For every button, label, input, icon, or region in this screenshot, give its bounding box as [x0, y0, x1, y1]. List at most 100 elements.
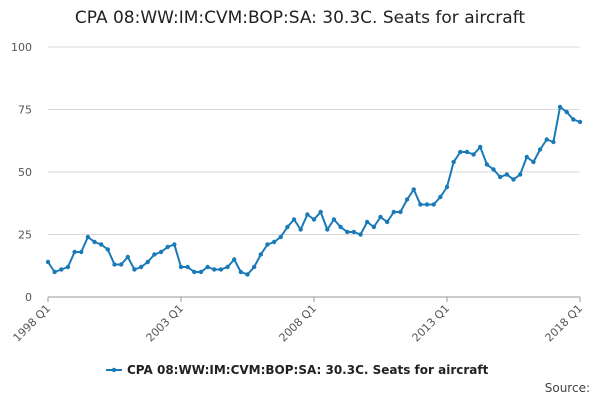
series-line	[47, 106, 581, 276]
x-tick-label: 1998 Q1	[11, 302, 54, 345]
data-point[interactable]	[504, 172, 510, 177]
data-point[interactable]	[398, 209, 403, 215]
data-point[interactable]	[218, 267, 224, 272]
data-point[interactable]	[72, 249, 77, 255]
data-point[interactable]	[537, 147, 543, 152]
data-point[interactable]	[531, 159, 536, 165]
data-point[interactable]	[65, 264, 71, 270]
data-point[interactable]	[291, 217, 297, 222]
x-tick-label: 2003 Q1	[144, 302, 187, 345]
data-point[interactable]	[471, 152, 476, 157]
data-point[interactable]	[138, 264, 144, 270]
data-point[interactable]	[305, 212, 310, 217]
data-point[interactable]	[105, 247, 111, 252]
data-point[interactable]	[265, 242, 270, 247]
data-point[interactable]	[498, 174, 503, 180]
data-point[interactable]	[251, 264, 257, 270]
data-point[interactable]	[285, 224, 290, 230]
data-point[interactable]	[438, 194, 443, 200]
data-point[interactable]	[325, 227, 330, 232]
data-point[interactable]	[245, 272, 250, 277]
data-point[interactable]	[571, 117, 576, 122]
data-point[interactable]	[258, 252, 263, 257]
data-point[interactable]	[511, 177, 516, 182]
data-point[interactable]	[384, 219, 390, 225]
data-point[interactable]	[484, 162, 490, 167]
data-point[interactable]	[238, 269, 244, 275]
y-tick-label: 25	[18, 229, 32, 242]
data-point[interactable]	[451, 159, 456, 165]
data-point[interactable]	[464, 149, 470, 155]
data-point[interactable]	[378, 214, 383, 220]
data-point[interactable]	[318, 209, 323, 215]
data-point[interactable]	[125, 254, 130, 260]
data-point[interactable]	[404, 197, 410, 202]
grid-lines	[48, 46, 580, 235]
data-point[interactable]	[418, 202, 423, 207]
data-point[interactable]	[311, 217, 317, 222]
data-point[interactable]	[185, 264, 190, 270]
data-point[interactable]	[444, 184, 450, 190]
y-axis-tick-labels: 0 25 50 75 100	[11, 41, 32, 304]
legend[interactable]: CPA 08:WW:IM:CVM:BOP:SA: 30.3C. Seats fo…	[106, 363, 489, 377]
data-point[interactable]	[424, 202, 430, 207]
data-point[interactable]	[391, 209, 396, 215]
x-axis-tick-labels: 1998 Q1 2003 Q1 2008 Q1 2013 Q1 2018 Q1	[11, 302, 586, 345]
data-point[interactable]	[165, 244, 170, 250]
data-point[interactable]	[524, 154, 529, 160]
data-point[interactable]	[232, 257, 237, 262]
data-point[interactable]	[491, 167, 496, 172]
data-point[interactable]	[205, 264, 210, 270]
data-point[interactable]	[132, 267, 137, 272]
data-point[interactable]	[544, 137, 549, 142]
data-point[interactable]	[478, 144, 483, 150]
data-point[interactable]	[172, 242, 177, 247]
data-point[interactable]	[225, 264, 230, 270]
series-line-group	[45, 104, 583, 277]
data-point[interactable]	[59, 267, 64, 272]
data-point[interactable]	[351, 229, 357, 235]
data-point[interactable]	[79, 249, 84, 255]
data-point[interactable]	[278, 234, 283, 240]
data-point[interactable]	[371, 224, 377, 230]
data-point[interactable]	[331, 217, 337, 222]
data-point[interactable]	[411, 187, 416, 192]
data-point[interactable]	[118, 262, 124, 267]
data-point[interactable]	[557, 104, 563, 110]
y-tick-label: 0	[25, 291, 32, 304]
data-point[interactable]	[198, 269, 204, 275]
data-point[interactable]	[298, 227, 303, 232]
data-point[interactable]	[271, 239, 277, 245]
data-point[interactable]	[517, 172, 523, 177]
data-point[interactable]	[577, 119, 583, 125]
legend-label[interactable]: CPA 08:WW:IM:CVM:BOP:SA: 30.3C. Seats fo…	[127, 363, 489, 377]
data-point[interactable]	[564, 109, 569, 115]
data-point[interactable]	[152, 252, 157, 257]
x-tick-label: 2013 Q1	[410, 302, 453, 345]
x-axis	[47, 296, 581, 302]
x-tick-label: 2018 Q1	[543, 302, 586, 345]
data-point[interactable]	[45, 259, 51, 265]
y-tick-label: 100	[11, 41, 32, 54]
data-point[interactable]	[92, 239, 97, 245]
data-point[interactable]	[365, 219, 370, 225]
data-point[interactable]	[458, 149, 463, 155]
data-point[interactable]	[178, 264, 184, 270]
data-point[interactable]	[158, 249, 164, 255]
data-point[interactable]	[52, 269, 57, 275]
data-point[interactable]	[338, 224, 343, 230]
data-point[interactable]	[551, 139, 556, 145]
data-point[interactable]	[99, 242, 104, 247]
x-tick-label: 2008 Q1	[277, 302, 320, 345]
data-point[interactable]	[145, 259, 150, 265]
data-point[interactable]	[192, 269, 197, 275]
data-point[interactable]	[431, 202, 436, 207]
chart-title: CPA 08:WW:IM:CVM:BOP:SA: 30.3C. Seats fo…	[74, 8, 526, 28]
data-point[interactable]	[112, 262, 117, 267]
data-point[interactable]	[358, 232, 363, 237]
data-point[interactable]	[345, 229, 350, 235]
data-point[interactable]	[85, 234, 91, 240]
legend-swatch-marker	[111, 367, 117, 373]
data-point[interactable]	[212, 267, 217, 272]
